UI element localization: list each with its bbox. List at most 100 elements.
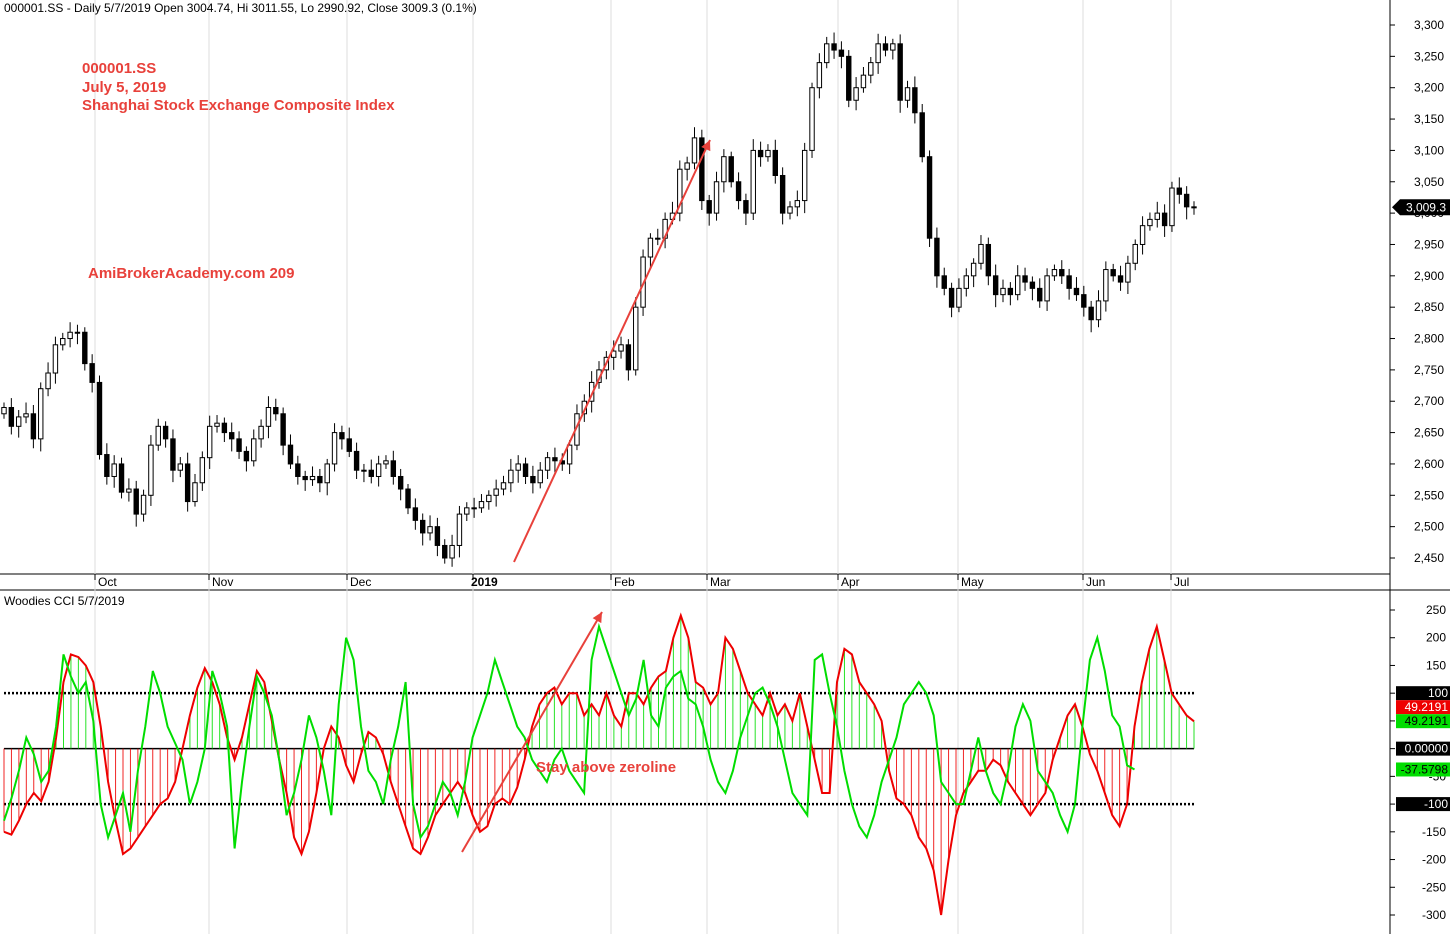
candle-body-up [309, 475, 316, 481]
x-tick-label: Jun [1086, 575, 1105, 589]
candle [787, 201, 793, 220]
candle [390, 450, 397, 485]
arrow-head [701, 140, 711, 152]
candle [956, 278, 962, 313]
candle-body-down [442, 544, 448, 559]
candle-body-down [882, 43, 889, 51]
x-tick-label: Dec [350, 575, 371, 589]
candle-body-up [508, 469, 514, 484]
candle [177, 457, 183, 478]
candle [1007, 282, 1014, 306]
candle [140, 489, 147, 522]
candle-body-down [530, 475, 536, 484]
cci-fast-line [3, 622, 1135, 849]
candlestick-series [1, 32, 1197, 567]
candle [1051, 264, 1058, 281]
candle [552, 447, 558, 473]
candle [625, 339, 632, 381]
candle [15, 410, 22, 438]
candle [647, 233, 654, 269]
candle-body-up [868, 62, 874, 76]
candle-body-down [1161, 212, 1168, 227]
x-tick-label: Feb [614, 575, 635, 589]
candle-body-down [941, 275, 947, 289]
candle [765, 144, 771, 162]
candle [919, 104, 925, 163]
candle [824, 36, 830, 69]
candle-body-up [1169, 187, 1175, 227]
candle-body-down [96, 381, 103, 456]
candle [456, 505, 463, 558]
price-tick-label: 2,750 [1414, 363, 1444, 377]
candle [1073, 277, 1080, 301]
candle [522, 457, 529, 485]
candle-body-up [38, 388, 44, 440]
candle-body-up [471, 507, 477, 510]
candle [214, 415, 220, 433]
cci-last-fast-tag-text: -37.5798 [1401, 762, 1449, 776]
candle-body-down [280, 413, 286, 446]
candle [192, 473, 198, 507]
candle [302, 470, 308, 491]
candle-body-up [890, 43, 896, 51]
candle [243, 446, 250, 472]
candle-body-up [464, 507, 470, 515]
candle-body-down [1088, 306, 1094, 321]
candle-body-down [353, 450, 360, 471]
candle-body-down [420, 519, 426, 534]
candle [104, 443, 110, 485]
candle-body-down [934, 237, 940, 277]
candle-body-up [140, 494, 147, 515]
cci-zero-tag: 0.00000 [1396, 741, 1450, 756]
candle-body-up [816, 62, 823, 89]
candle [324, 458, 330, 496]
candle [926, 150, 933, 247]
candle-body-down [625, 344, 632, 371]
arrow-shaft [513, 139, 711, 563]
candle [816, 53, 823, 99]
cci-tick-label: 150 [1426, 658, 1446, 672]
candle-body-up [809, 87, 815, 151]
candle [853, 77, 859, 111]
candle [471, 497, 477, 518]
candle [868, 56, 874, 84]
candle-body-down [846, 55, 852, 101]
candle [420, 513, 426, 546]
candle [779, 167, 786, 225]
candle-body-up [875, 43, 881, 64]
watermark-text: AmiBrokerAcademy.com 209 [88, 265, 294, 282]
candle-body-up [192, 482, 198, 503]
candle [442, 539, 448, 564]
candle-body-down [412, 507, 419, 521]
candle-body-up [258, 425, 264, 440]
candle [493, 479, 499, 507]
candle [1022, 267, 1028, 291]
candle-body-down [948, 287, 955, 308]
candle-body-down [1007, 287, 1014, 296]
candle [162, 421, 169, 448]
cci-slow-value-tag: 49.2191 [1396, 700, 1450, 715]
candle [52, 336, 59, 384]
annotation-index-name: Shanghai Stock Exchange Composite Index [82, 97, 395, 114]
candle-body-down [82, 331, 88, 365]
candle-body-down [118, 463, 125, 493]
candle [464, 502, 470, 522]
candle [838, 41, 845, 69]
cci-tick-label: -200 [1422, 853, 1446, 867]
price-tick-label: 2,800 [1414, 332, 1444, 346]
candle-body-down [339, 432, 345, 440]
price-trend-arrow [513, 139, 711, 563]
candle [772, 139, 778, 184]
candle-body-down [1059, 269, 1065, 277]
cci-zero-tag-box [1396, 741, 1450, 756]
candle-body-down [831, 43, 837, 51]
candle [530, 465, 536, 494]
candle-body-down [1066, 275, 1072, 289]
candle-body-up [1147, 218, 1153, 227]
candle-body-up [251, 438, 257, 462]
candle [251, 429, 257, 467]
candle-body-down [743, 200, 749, 214]
candle-body-down [757, 149, 764, 158]
candle [515, 455, 521, 483]
candle-body-up [1103, 269, 1109, 302]
